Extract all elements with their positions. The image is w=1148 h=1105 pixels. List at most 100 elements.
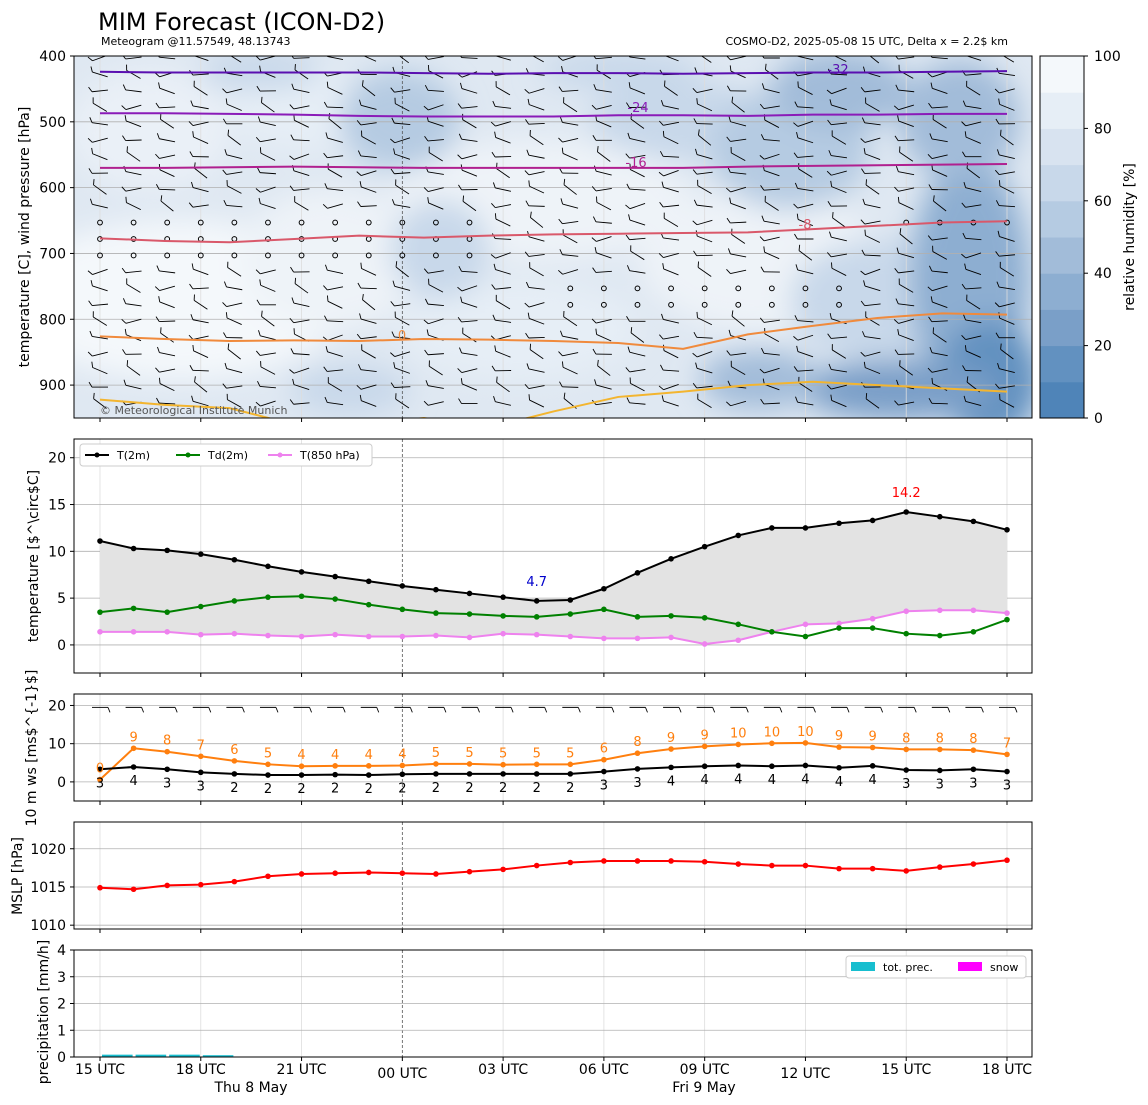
barb-staff: [327, 155, 344, 159]
wind-barb: [156, 133, 176, 143]
t850-line-point: [701, 641, 708, 647]
barb-staff: [194, 381, 208, 393]
barb-staff: [965, 252, 982, 259]
barb-feather: [1000, 343, 1002, 350]
barb-staff: [327, 334, 343, 341]
isotherm-label: -24: [627, 101, 648, 116]
barb-feather: [191, 181, 194, 188]
mean-wind-line-point: [130, 764, 137, 770]
barb-feather: [662, 263, 665, 269]
barb-staff: [259, 385, 276, 389]
wind-barb: [591, 318, 612, 324]
colorbar-step: [1040, 200, 1084, 238]
mslp-line-point: [970, 861, 977, 867]
barb-staff: [898, 187, 915, 192]
gust-line-point: [265, 761, 271, 768]
gust-line-point: [231, 758, 238, 764]
barb-staff: [831, 104, 847, 111]
barb-feather: [323, 285, 328, 291]
gust-value: 10: [797, 725, 814, 740]
calm-marker: [1004, 219, 1010, 226]
surface-wind-barb: [663, 706, 682, 713]
gust-line-point: [601, 756, 607, 763]
wind-barb: [659, 150, 680, 158]
barb-staff: [831, 56, 847, 62]
barb-staff: [731, 366, 746, 376]
barb-staff: [226, 286, 243, 291]
wind-barb: [625, 203, 646, 210]
barb-staff: [462, 119, 477, 129]
barb-feather: [761, 215, 765, 222]
wind-barb: [495, 294, 511, 310]
barb-staff: [797, 351, 814, 358]
gust-line-point: [433, 761, 439, 767]
barb-staff: [831, 87, 847, 95]
x-tick-label: 18 UTC: [176, 1062, 226, 1078]
barb-staff: [630, 382, 645, 392]
wind-barb: [323, 366, 344, 372]
wind-barb: [222, 383, 243, 389]
td2m-line-point: [1004, 616, 1010, 623]
wind-barb: [630, 327, 645, 343]
mean-wind-line: [99, 764, 1008, 777]
barb-feather: [745, 707, 749, 713]
surface-wind-barb: [629, 706, 648, 713]
barb-feather: [928, 102, 933, 109]
wind-barb: [559, 249, 579, 257]
x-tick-label: 06 UTC: [579, 1062, 629, 1078]
wind-barb: [88, 381, 108, 388]
barb-feather: [192, 344, 194, 351]
wind-barb: [761, 215, 780, 225]
barb-feather: [625, 153, 630, 159]
wind-barb: [93, 179, 107, 195]
temperature-spread: [100, 512, 1007, 644]
barb-staff: [764, 201, 779, 211]
barb-feather: [591, 104, 597, 110]
gust-line-point: [567, 761, 574, 768]
barb-staff: [1000, 349, 1014, 360]
y-tick-label: 1020: [30, 842, 66, 858]
mean-wind-line-point: [97, 766, 103, 773]
barb-feather: [159, 377, 161, 384]
barb-staff: [528, 88, 545, 94]
calm-marker: [265, 252, 271, 259]
wind-barb: [796, 132, 814, 144]
barb-feather: [712, 707, 716, 713]
wind-barb: [932, 327, 947, 343]
calm-marker: [332, 219, 339, 226]
barb-feather: [793, 203, 799, 209]
barb-feather: [759, 236, 765, 242]
wind-barb: [930, 296, 948, 308]
t850-line-point: [265, 632, 271, 639]
barb-staff: [563, 102, 578, 113]
mean-wind-value: 4: [667, 774, 675, 789]
barb-feather: [87, 137, 93, 143]
barb-staff: [797, 320, 814, 323]
calm-marker: [399, 252, 406, 259]
barb-staff: [361, 400, 377, 407]
wind-barb: [828, 363, 848, 373]
barb-feather: [627, 346, 631, 353]
mean-wind-value: 3: [197, 779, 205, 794]
y-tick-label: 400: [39, 49, 66, 65]
wind-barb: [629, 377, 645, 392]
barb-feather: [496, 376, 498, 383]
barb-staff: [663, 170, 679, 177]
gust-value: 6: [230, 743, 238, 758]
barb-feather: [759, 103, 765, 109]
mslp-line-point: [1004, 857, 1010, 864]
gust-line-point: [869, 744, 876, 751]
barb-staff: [596, 252, 612, 259]
wind-barb: [126, 278, 141, 293]
y-tick-label: 600: [39, 181, 66, 197]
t850-line-point: [836, 620, 842, 627]
wind-barb: [693, 118, 713, 125]
barb-staff: [528, 122, 545, 125]
barb-staff: [294, 283, 309, 294]
barb-feather: [188, 334, 194, 340]
barb-staff: [125, 187, 142, 192]
wind-barb: [591, 236, 612, 242]
barb-feather: [865, 392, 868, 399]
barb-feather: [391, 117, 395, 124]
